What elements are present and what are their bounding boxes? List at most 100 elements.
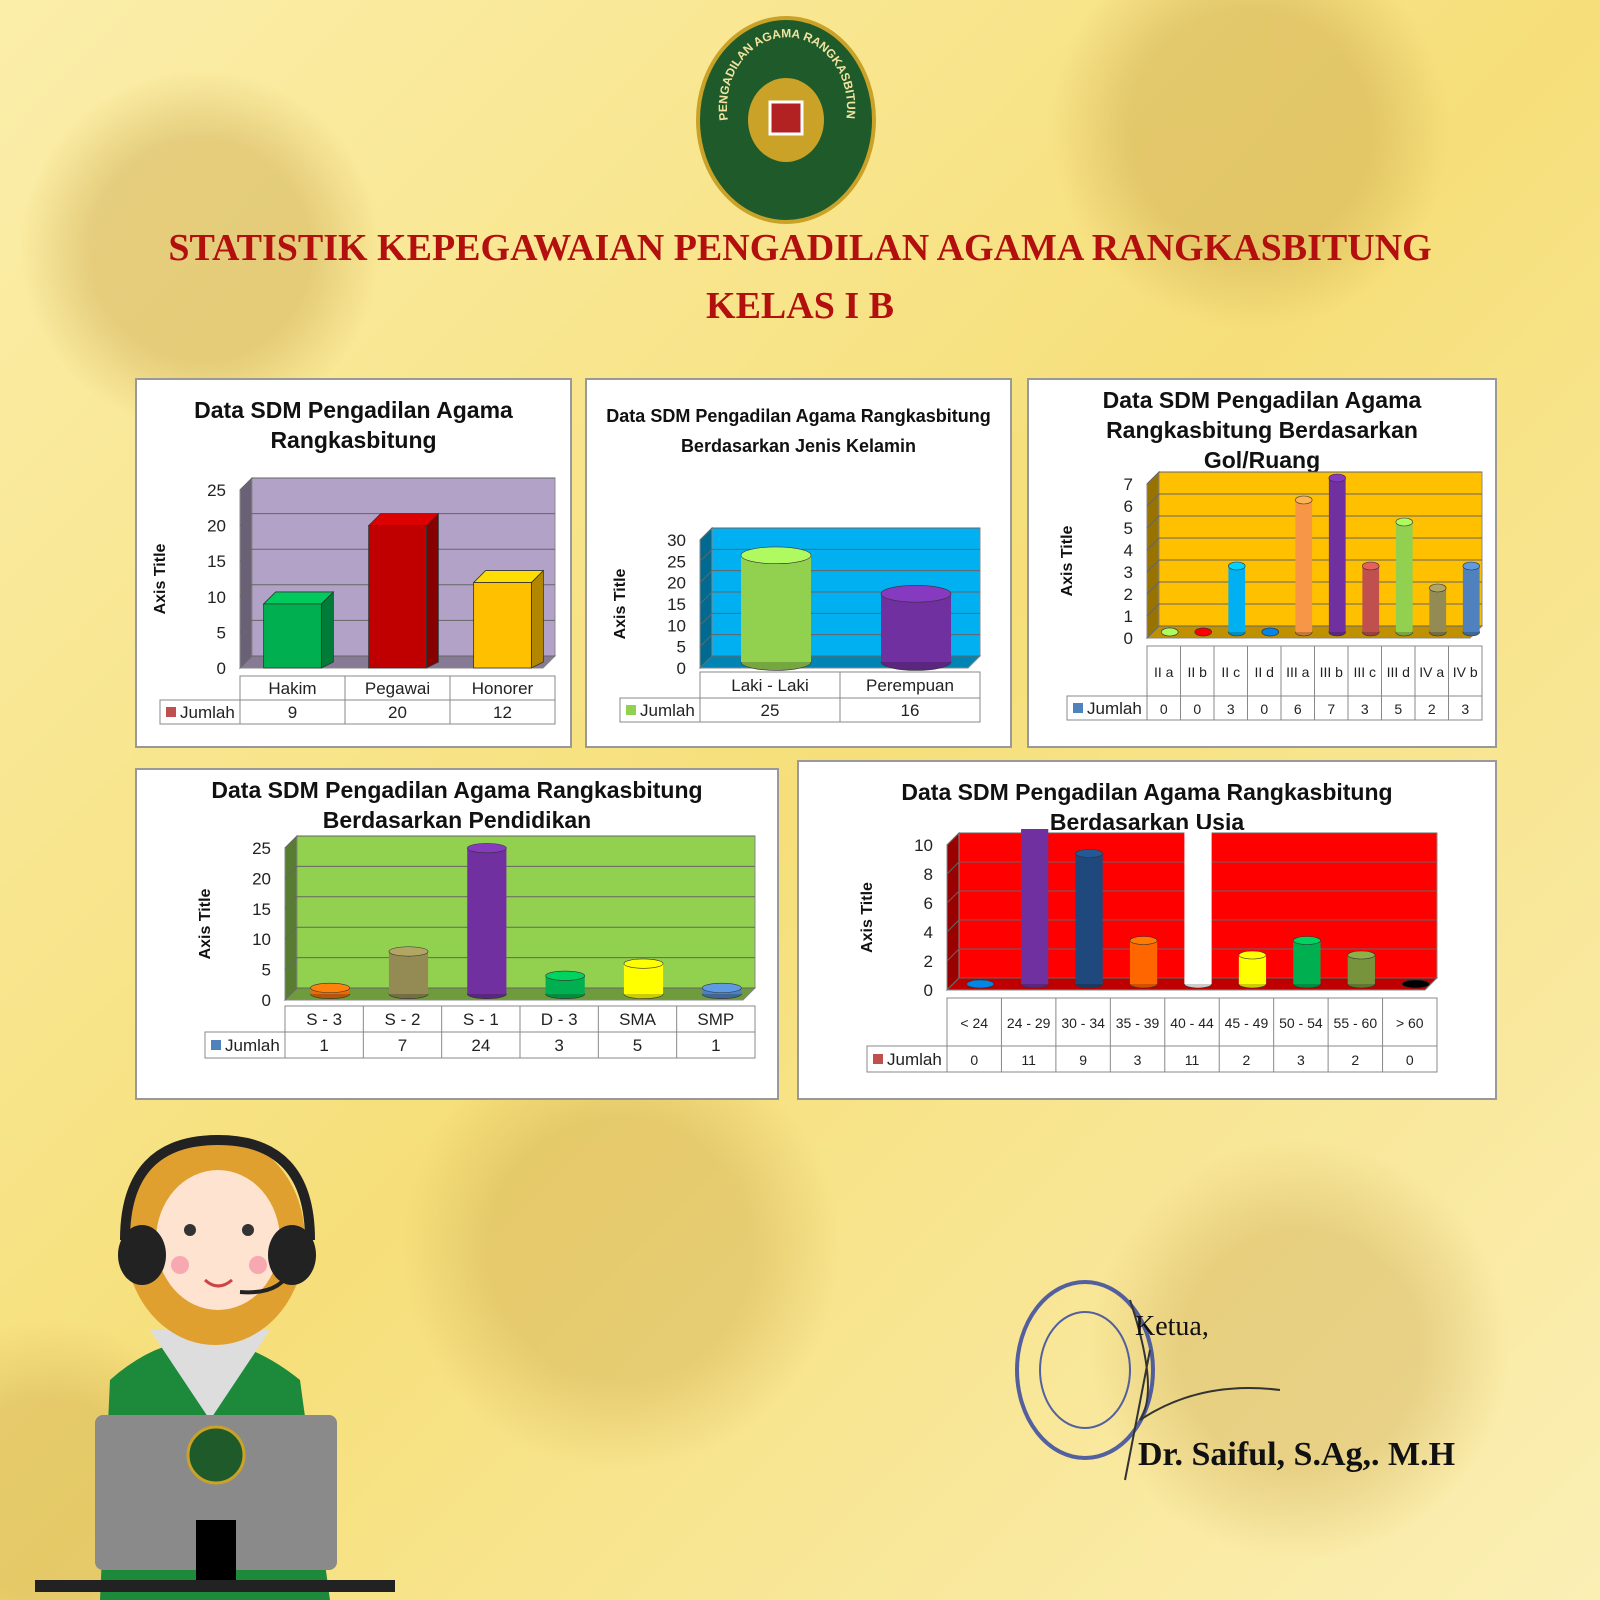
grid-line [284, 865, 755, 879]
bar-cap [1401, 979, 1430, 989]
bar-top [367, 513, 440, 527]
bar-body [1328, 478, 1346, 632]
page-subtitle: KELAS I B [706, 285, 894, 327]
bar-cap [623, 958, 664, 969]
grid-line [1146, 471, 1482, 485]
y-tick-label: 20 [207, 517, 226, 536]
y-tick-label: 4 [924, 923, 933, 942]
grid-line [946, 832, 1437, 846]
chart-title: Data SDM Pengadilan Agama Rangkasbitung [211, 777, 702, 803]
table-value: 2 [1428, 701, 1436, 717]
bar-cap [1261, 627, 1279, 637]
y-tick-label: 0 [677, 659, 686, 678]
bar-body [881, 593, 951, 662]
table-value: 11 [1185, 1052, 1200, 1068]
bar [1238, 950, 1267, 989]
bar-cap [1347, 950, 1376, 960]
bar [1292, 936, 1321, 989]
bar-body [545, 975, 585, 994]
y-tick-label: 15 [667, 595, 686, 614]
y-tick-label: 5 [217, 623, 226, 642]
y-axis-title: Axis Title [152, 543, 169, 614]
bar-body [467, 848, 507, 994]
grid-line [284, 957, 755, 970]
bar-cap [1075, 849, 1104, 858]
x-tick-label: II b [1188, 664, 1208, 680]
chart-title: Gol/Ruang [1204, 447, 1320, 473]
y-tick-label: 6 [1124, 497, 1133, 516]
bar-side [320, 590, 334, 669]
x-tick-label: 45 - 49 [1225, 1015, 1269, 1031]
y-tick-label: 7 [1124, 475, 1133, 494]
table-value: 0 [970, 1052, 978, 1068]
x-tick-label: IV b [1453, 664, 1478, 680]
grid-line [1146, 493, 1482, 507]
logo-shield [768, 100, 804, 136]
illustration [35, 1134, 395, 1600]
chart-panel: Data SDM Pengadilan Agama Rangkasbitung B… [135, 768, 779, 1100]
bar-cap [1194, 627, 1212, 637]
grid-line [284, 896, 755, 910]
y-axis-title: Axis Title [1059, 525, 1076, 596]
bar [880, 585, 952, 671]
bar [1401, 979, 1430, 989]
bar-body [1362, 566, 1380, 632]
y-tick-label: 3 [1124, 563, 1133, 582]
bar-body [1347, 955, 1375, 984]
table-value: 9 [288, 703, 297, 722]
y-tick-label: 10 [252, 930, 271, 949]
chart-panel: Data SDM Pengadilan Agama Rangkasbitung B… [797, 760, 1497, 1100]
chart-title: Berdasarkan Pendidikan [323, 807, 591, 833]
bar [1161, 627, 1179, 637]
legend-swatch [1073, 703, 1083, 713]
y-tick-label: 0 [262, 991, 271, 1010]
grid-line [699, 570, 980, 584]
bar-cap [1292, 936, 1321, 945]
bar-body [1021, 829, 1049, 984]
stamp [1015, 1280, 1155, 1460]
bar [310, 982, 351, 1000]
bar-body [1075, 853, 1103, 984]
y-tick-label: 2 [1124, 585, 1133, 604]
bar [1295, 495, 1313, 637]
table-value: 7 [1327, 701, 1335, 717]
grid-line [946, 948, 1437, 962]
x-tick-label: 40 - 44 [1170, 1015, 1214, 1031]
x-tick-label: 55 - 60 [1334, 1015, 1378, 1031]
bar-side [425, 512, 439, 669]
chart-title: Rangkasbitung Berdasarkan [1106, 417, 1418, 443]
bar [1362, 561, 1380, 637]
legend-swatch [873, 1054, 883, 1064]
bar-cap [1295, 495, 1313, 505]
table-value: 24 [471, 1036, 490, 1055]
y-tick-label: 10 [667, 616, 686, 635]
y-tick-label: 6 [924, 894, 933, 913]
y-tick-label: 15 [252, 900, 271, 919]
bar [1328, 473, 1346, 637]
x-tick-label: 30 - 34 [1061, 1015, 1105, 1031]
bar-cap [1362, 561, 1380, 571]
table-value: 3 [1461, 701, 1469, 717]
floor [283, 987, 757, 1001]
chart-title: Data SDM Pengadilan Agama Rangkasbitung [606, 406, 990, 426]
legend-label: Jumlah [640, 701, 695, 720]
x-tick-label: D - 3 [541, 1010, 578, 1029]
table-value: 12 [493, 703, 512, 722]
bar [1228, 561, 1246, 637]
grid-line [699, 527, 980, 541]
x-tick-label: 24 - 29 [1007, 1015, 1051, 1031]
bar [1261, 627, 1279, 637]
x-tick-label: Hakim [268, 679, 316, 698]
y-tick-label: 5 [1124, 519, 1133, 538]
chart-panel: Data SDM Pengadilan Agama Rangkasbitung B… [585, 378, 1012, 748]
table-value: 3 [1227, 701, 1235, 717]
y-tick-label: 10 [207, 588, 226, 607]
bar-cap [701, 982, 742, 993]
grid-line [239, 477, 555, 491]
chart-title: Data SDM Pengadilan Agama [194, 397, 513, 423]
bar-body [1129, 940, 1158, 984]
bar-cap [966, 979, 995, 989]
chart-title: Data SDM Pengadilan Agama [1103, 387, 1422, 413]
